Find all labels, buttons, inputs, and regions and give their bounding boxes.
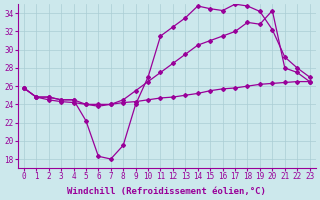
X-axis label: Windchill (Refroidissement éolien,°C): Windchill (Refroidissement éolien,°C) [67, 187, 266, 196]
